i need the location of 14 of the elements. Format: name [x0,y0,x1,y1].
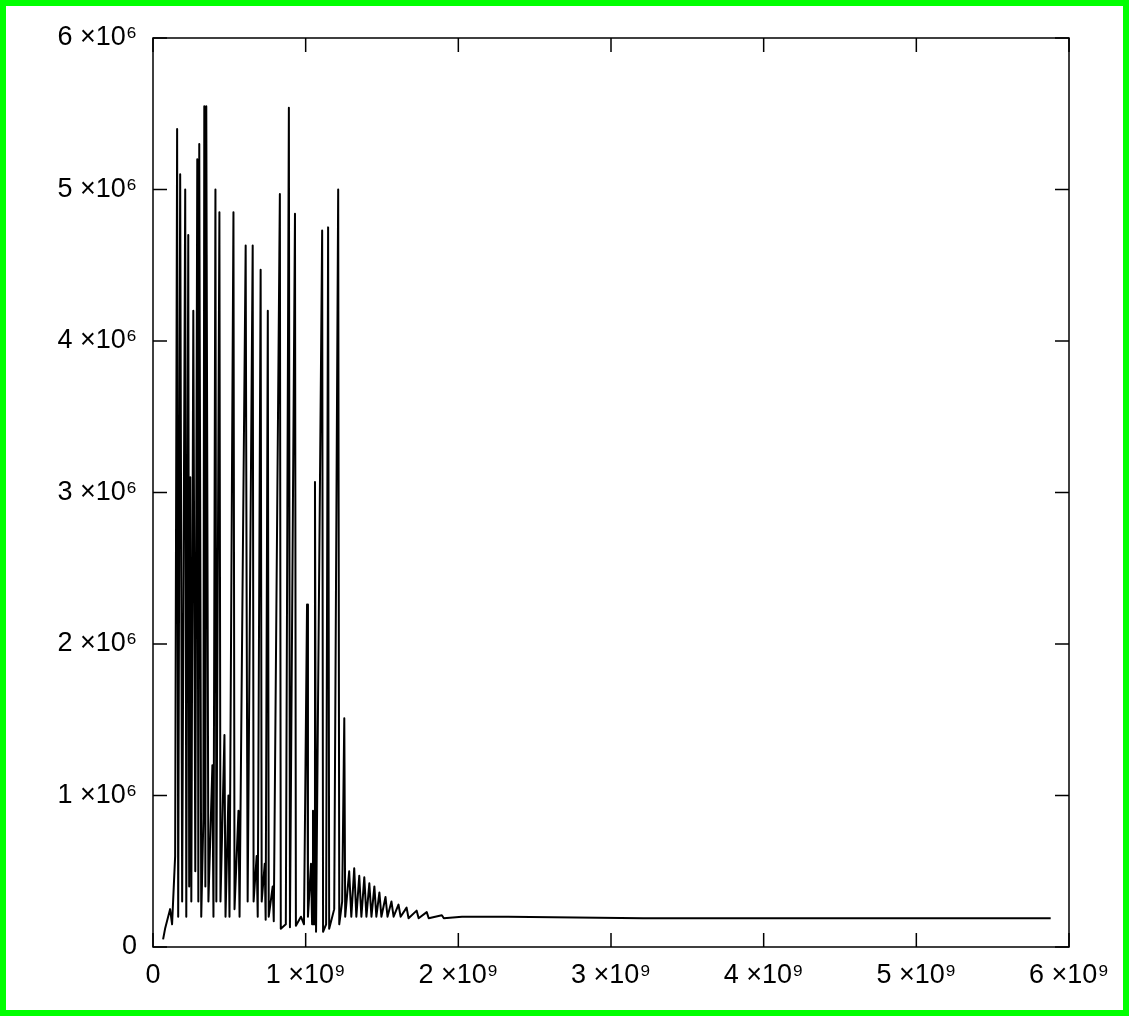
x-tick-label: 5 ×10⁹ [876,958,957,989]
x-tick-label: 3 ×10⁹ [571,958,651,989]
x-tick-label: 2 ×10⁹ [418,958,499,989]
x-tick-label: 6 ×10⁹ [1029,958,1109,989]
y-tick-label: 0 [121,930,137,961]
y-tick-label: 6 ×10⁶ [57,21,137,52]
y-tick-label: 3 ×10⁶ [57,475,137,506]
y-tick-label: 1 ×10⁶ [57,778,137,809]
y-tick-label: 5 ×10⁶ [57,172,137,203]
x-tick-label: 4 ×10⁹ [723,958,804,989]
y-tick-label: 4 ×10⁶ [57,324,137,355]
x-tick-label: 0 [145,958,161,989]
x-tick-label: 1 ×10⁹ [265,958,346,989]
y-tick-label: 2 ×10⁶ [57,627,137,658]
